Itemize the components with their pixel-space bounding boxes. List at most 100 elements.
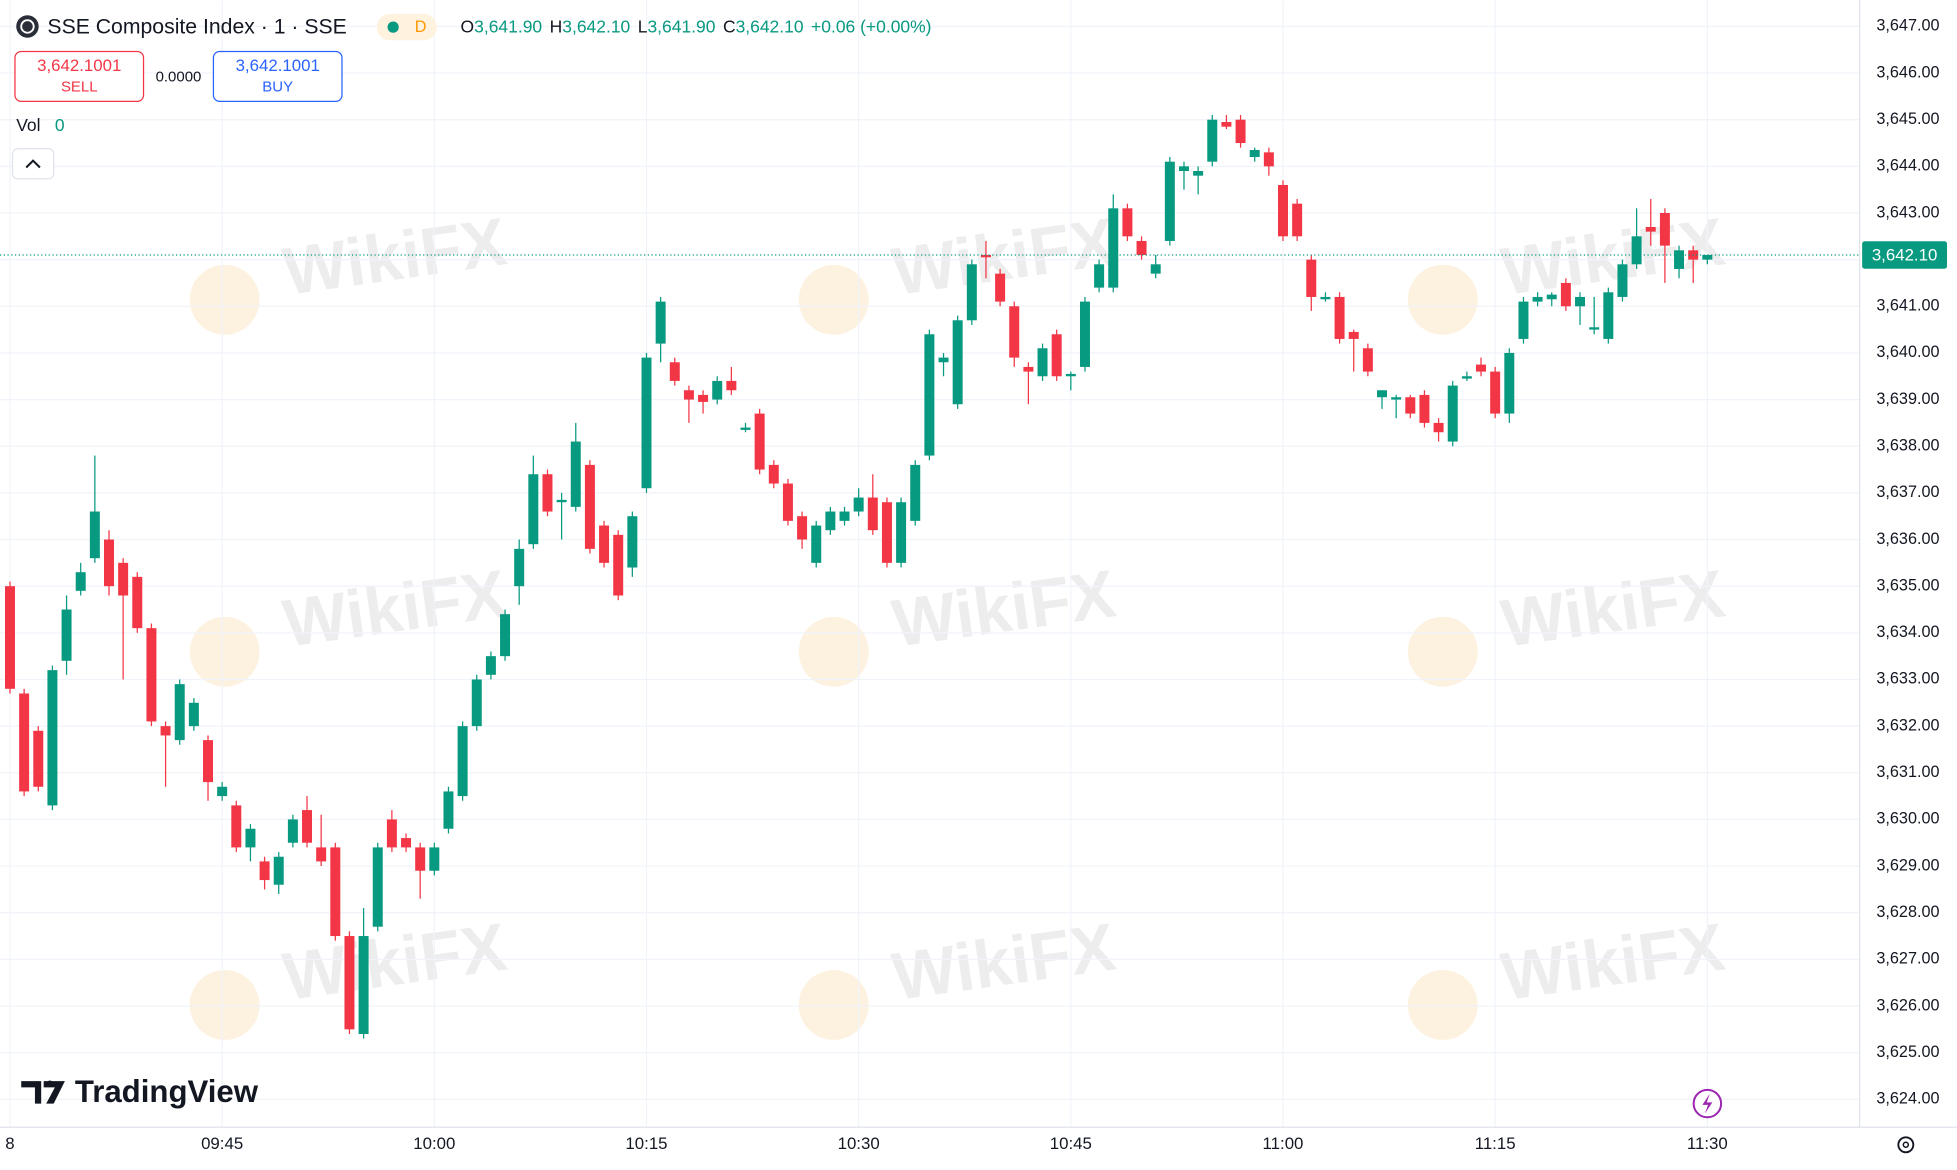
candle-body xyxy=(104,539,114,587)
candle-body xyxy=(1122,208,1133,237)
candle-body xyxy=(726,380,737,391)
y-tick-label: 3,626.00 xyxy=(1876,996,1939,1014)
candle-body xyxy=(1476,364,1487,372)
spread: 0.0000 xyxy=(156,69,202,86)
candle-body xyxy=(188,702,199,727)
watermark-logo xyxy=(1407,970,1478,1040)
last-price-label: 3,642.10 xyxy=(1872,246,1938,265)
settings-icon[interactable] xyxy=(1897,1136,1915,1154)
candle-body xyxy=(1391,397,1402,400)
watermark-logo xyxy=(1407,264,1478,335)
candle-body xyxy=(245,828,256,848)
axes: 3,624.00 3,625.00 3,626.00 3,627.00 3,628.00… xyxy=(0,17,1948,1153)
y-tick-label: 3,636.00 xyxy=(1876,530,1939,548)
y-tick-label: 3,641.00 xyxy=(1876,297,1939,315)
candle-body xyxy=(1108,208,1119,288)
candle-body xyxy=(1051,334,1062,377)
buy-button[interactable] xyxy=(212,50,343,102)
candle-body xyxy=(132,576,143,629)
y-tick-label: 3,635.00 xyxy=(1876,576,1939,594)
candle-body xyxy=(415,847,426,871)
chart-title[interactable]: SSE Composite Index · 1 · SSE xyxy=(47,15,346,38)
candle-body xyxy=(1377,390,1388,398)
watermark-logo xyxy=(189,970,260,1040)
l-label: L xyxy=(638,16,648,36)
candle-body xyxy=(174,684,185,741)
candle-body xyxy=(1263,152,1274,167)
alert-bolt xyxy=(1702,1093,1713,1114)
candle-body xyxy=(75,572,86,591)
interval-badge: D xyxy=(415,18,427,36)
candle-body xyxy=(471,679,482,727)
y-tick-label: 3,629.00 xyxy=(1876,856,1939,874)
candle-body xyxy=(330,847,341,937)
candles xyxy=(4,115,1713,1039)
candle-body xyxy=(797,516,808,540)
x-tick-label: 10:45 xyxy=(1050,1134,1092,1153)
candle-body xyxy=(1631,236,1642,265)
candle-body xyxy=(1645,226,1656,232)
candle-body xyxy=(683,390,694,400)
h-value: 3,642.10 xyxy=(562,16,630,36)
candle-body xyxy=(217,786,228,797)
candle-body xyxy=(386,819,397,848)
candle-body xyxy=(1617,264,1628,297)
candle-body xyxy=(1292,203,1303,237)
collapse-button[interactable] xyxy=(11,148,55,180)
o-value: 3,641.90 xyxy=(474,16,542,36)
candle-body xyxy=(1348,331,1359,339)
candle-body xyxy=(910,464,921,521)
collapse-icon xyxy=(25,159,41,169)
candle-body xyxy=(1009,306,1020,358)
candle-body xyxy=(231,805,242,848)
candle-body xyxy=(1178,166,1189,172)
candle-body xyxy=(372,847,383,927)
c-value: 3,642.10 xyxy=(736,16,804,36)
candle-body xyxy=(867,497,878,531)
x-tick-label: 10:15 xyxy=(625,1134,667,1153)
candle-body xyxy=(613,534,624,596)
change: +0.06 (+0.00%) xyxy=(811,16,931,36)
candle-body xyxy=(443,791,454,829)
candle-body xyxy=(853,497,864,512)
candle-body xyxy=(1674,250,1685,269)
x-tick-label: 11:00 xyxy=(1263,1134,1304,1153)
sell-button[interactable] xyxy=(14,50,145,102)
candle-body xyxy=(1136,240,1147,255)
candle-body xyxy=(881,502,892,563)
buy-label: BUY xyxy=(262,79,293,96)
symbol-logo-ring xyxy=(20,19,35,34)
candle-body xyxy=(316,847,327,862)
candle-body xyxy=(203,740,214,783)
badge[interactable] xyxy=(376,14,437,41)
candle-body xyxy=(1207,119,1218,162)
candle-body xyxy=(1150,264,1161,274)
candle-body xyxy=(1702,254,1713,260)
candle-body xyxy=(485,656,496,675)
candle-body xyxy=(1518,301,1529,339)
y-tick-label: 3,638.00 xyxy=(1876,437,1939,455)
candle-body xyxy=(457,726,468,797)
candle-body xyxy=(924,334,935,456)
x-tick-label: 11:30 xyxy=(1687,1134,1728,1153)
candle-body xyxy=(1461,376,1472,379)
candle-body xyxy=(118,562,129,596)
candle-body xyxy=(1532,296,1543,302)
y-tick-label: 3,643.00 xyxy=(1876,203,1939,221)
candle-body xyxy=(669,362,680,381)
y-tick-label: 3,627.00 xyxy=(1876,950,1939,968)
candle-body xyxy=(712,380,723,400)
candle-body xyxy=(1023,366,1034,372)
candle-body xyxy=(1589,327,1600,330)
candle-body xyxy=(641,357,652,489)
candle-body xyxy=(47,670,58,806)
candle-body xyxy=(1405,397,1416,414)
settings-icon-center xyxy=(1902,1141,1910,1149)
symbol-logo xyxy=(16,15,39,38)
watermark-logo xyxy=(798,616,869,687)
candle-body xyxy=(1193,171,1204,176)
candle-body xyxy=(1362,348,1373,372)
l-value: 3,641.90 xyxy=(647,16,715,36)
x-tick-label: 09:45 xyxy=(201,1134,243,1153)
candle-body xyxy=(344,936,355,1030)
